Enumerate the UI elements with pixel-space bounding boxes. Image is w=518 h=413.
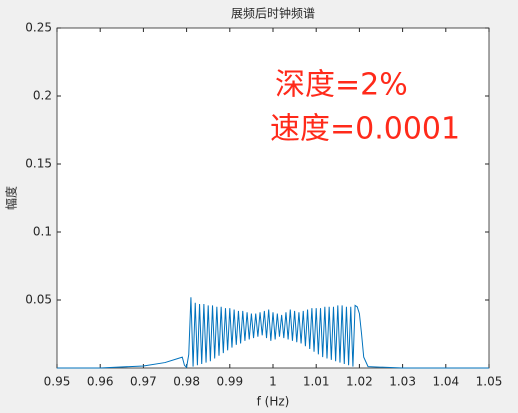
plot-area	[56, 27, 490, 369]
x-tick-label: 1.04	[432, 375, 459, 389]
annotation: 深度=2%	[275, 68, 408, 103]
x-tick-label: 1	[269, 375, 277, 389]
y-tick-label: 0.25	[25, 21, 52, 35]
x-axis-label: f (Hz)	[257, 395, 290, 409]
annotation: 速度=0.0001	[270, 112, 460, 147]
x-tick-label: 0.97	[130, 375, 157, 389]
x-tick-label: 1.03	[389, 375, 416, 389]
x-tick-label: 0.96	[87, 375, 114, 389]
x-tick-label: 0.98	[173, 375, 200, 389]
y-tick-label: 0.15	[25, 157, 52, 171]
x-tick-label: 1.01	[303, 375, 330, 389]
y-tick-label: 0.05	[25, 293, 52, 307]
x-tick-label: 0.99	[216, 375, 243, 389]
y-tick-label: 0.2	[33, 89, 52, 103]
x-tick-label: 0.95	[44, 375, 71, 389]
x-tick-label: 1.05	[476, 375, 503, 389]
line-series	[57, 297, 489, 369]
y-tick-label: 0.1	[33, 225, 52, 239]
x-tick-label: 1.02	[346, 375, 373, 389]
y-axis-label: 幅度	[4, 186, 19, 210]
chart-title: 展频后时钟频谱	[231, 6, 315, 21]
